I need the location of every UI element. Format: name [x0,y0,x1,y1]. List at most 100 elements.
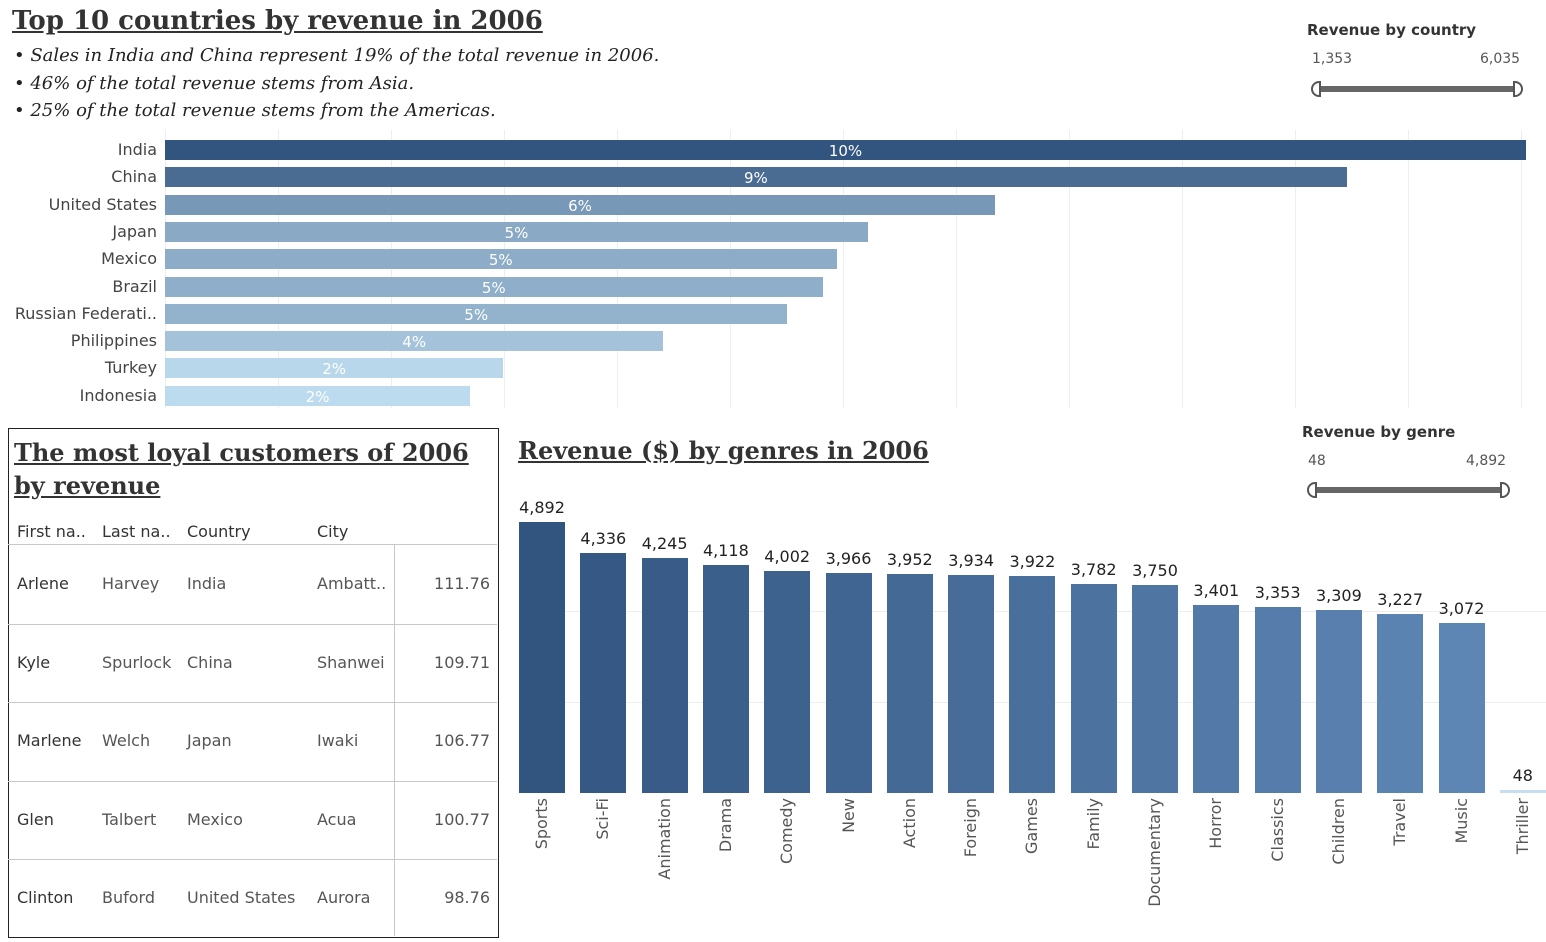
bar[interactable] [165,276,823,297]
bar[interactable] [165,249,837,270]
bar-percent-label: 5% [504,223,529,242]
page-title: Top 10 countries by revenue in 2006 [12,6,543,36]
bar-category-label: Music [1451,798,1471,844]
bar-percent-label: 5% [464,305,489,324]
column-header-country[interactable]: Country [187,522,251,541]
bar[interactable] [165,221,868,242]
bar-category-label: Japan [112,221,157,241]
gridline [1182,130,1183,408]
insight-bullets: • Sales in India and China represent 19%… [14,42,659,125]
country-filter-title: Revenue by country [1307,21,1477,39]
bar[interactable] [165,194,995,215]
table-cell: Iwaki [317,731,359,751]
table-cell: Japan [187,731,232,751]
bar-value-label: 48 [1512,766,1533,786]
genre-filter-max: 4,892 [1466,453,1507,469]
bar[interactable] [1254,607,1301,793]
genre-slider-max-handle[interactable] [1500,482,1510,498]
bar[interactable] [519,522,565,793]
bar-value-label: 4,118 [702,540,749,560]
table-cell: Shanwei [317,652,385,672]
table-cell: Aurora [317,888,371,908]
bar[interactable] [1377,614,1424,793]
revenue-value: 100.77 [434,809,490,829]
bar[interactable] [948,575,995,793]
revenue-value: 111.76 [434,574,490,594]
column-header-city[interactable]: City [317,522,349,541]
bar-value-label: 3,750 [1132,561,1178,581]
column-header-first-name[interactable]: First na.. [17,522,86,541]
table-cell: Acua [317,809,357,829]
bar[interactable] [1009,575,1056,793]
bar[interactable] [641,557,688,793]
bar[interactable] [825,573,872,793]
bar[interactable] [165,358,504,379]
gridline [1408,130,1409,408]
revenue-value: 109.71 [434,652,490,672]
table-cell: Arlene [17,574,69,594]
bar[interactable] [764,571,811,793]
bar[interactable] [1193,604,1240,793]
bar[interactable] [1132,585,1178,793]
gridline [1069,130,1070,408]
bar-category-label: Turkey [104,358,157,378]
bar[interactable] [1499,790,1546,793]
bar[interactable] [165,167,1347,188]
bar[interactable] [1438,622,1485,793]
bar-percent-label: 6% [568,196,592,215]
table-cell: Glen [17,809,54,829]
bar-category-label: Family [1083,798,1103,850]
bar-value-label: 4,245 [641,533,688,553]
table-cell: Mexico [187,809,243,829]
table-cell: Welch [102,731,151,751]
revenue-value: 98.76 [444,888,490,908]
bar-value-label: 3,309 [1315,585,1362,605]
bar-category-label: China [111,167,157,187]
bar-percent-label: 4% [402,333,427,352]
bar-category-label: Indonesia [79,385,157,405]
country-slider-min-handle[interactable] [1311,81,1321,97]
country-slider-track[interactable] [1316,86,1520,92]
bar-category-label: Mexico [101,249,157,269]
bar[interactable] [580,552,627,793]
country-filter-max: 6,035 [1480,51,1521,67]
gridline [956,130,957,408]
bar-value-label: 3,072 [1438,598,1485,618]
table-cell: Ambatt.. [317,574,387,594]
bar-category-label: Classics [1267,798,1287,862]
table-cell: Talbert [102,809,157,829]
column-header-last-name[interactable]: Last na.. [102,522,171,541]
bar-value-label: 3,353 [1254,583,1301,603]
loyal-customers-panel [8,428,499,938]
table-row-divider [8,859,497,860]
insight-bullet: • 46% of the total revenue stems from As… [14,72,415,94]
bar[interactable] [1315,609,1362,793]
bar-value-label: 4,892 [519,498,565,517]
bar-category-label: Travel [1390,798,1410,846]
bar[interactable] [165,303,788,324]
genre-filter-title: Revenue by genre [1302,423,1456,441]
genre-slider-track[interactable] [1312,487,1510,493]
bar-percent-label: 5% [488,251,513,270]
bar[interactable] [702,564,749,793]
bar-category-label: Games [1022,798,1042,854]
bar-value-label: 3,934 [948,551,994,571]
bar-category-label: Children [1328,798,1348,865]
bar-value-label: 4,336 [580,528,627,548]
table-cell: Clinton [17,888,74,908]
table-cell: Spurlock [102,652,172,672]
table-row-divider [8,623,497,625]
bar[interactable] [886,574,933,793]
bar[interactable] [165,385,471,406]
country-slider-max-handle[interactable] [1513,81,1523,97]
country-bar-chart: India 10% China 9% United States 6% Japan 5% Mex… [0,130,1546,410]
bar[interactable] [1070,583,1117,793]
bar[interactable] [165,331,664,352]
customers-table-title: The most loyal customers of 2006 by reve… [14,438,469,500]
bar[interactable] [165,140,1526,160]
revenue-value: 106.77 [434,731,490,751]
bar-value-label: 3,952 [886,550,933,570]
country-filter-min: 1,353 [1312,51,1353,67]
bar-category-label: Animation [654,798,674,880]
genre-slider-min-handle[interactable] [1307,482,1317,498]
